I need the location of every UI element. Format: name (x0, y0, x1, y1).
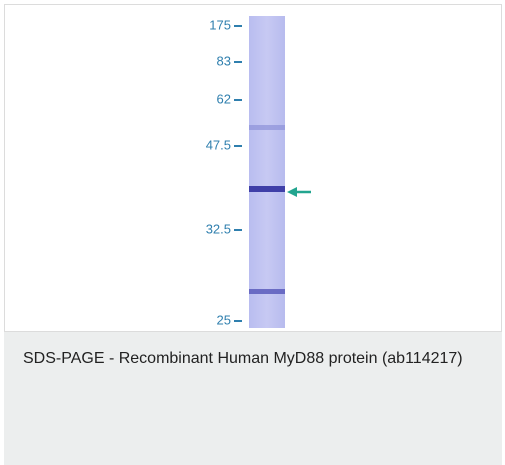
marker-label: 47.5 (206, 137, 231, 152)
marker-label: 83 (217, 53, 231, 68)
band (249, 125, 285, 130)
gel-lane (249, 16, 285, 328)
caption: SDS-PAGE - Recombinant Human MyD88 prote… (23, 338, 478, 380)
page: 175 83 62 47.5 32.5 25 SDS-PAGE - Recombinant… (0, 0, 505, 465)
marker-label: 62 (217, 91, 231, 106)
band (249, 289, 285, 294)
arrow (287, 187, 311, 197)
marker-label: 32.5 (206, 221, 231, 236)
marker-label: 25 (217, 312, 231, 327)
band (249, 186, 285, 192)
marker-group: 175 83 62 47.5 32.5 25 (206, 17, 242, 327)
marker-label: 175 (209, 17, 231, 32)
gel-image: 175 83 62 47.5 32.5 25 (5, 5, 501, 331)
gel-figure: 175 83 62 47.5 32.5 25 (4, 4, 502, 332)
caption-panel: SDS-PAGE - Recombinant Human MyD88 prote… (4, 332, 502, 465)
